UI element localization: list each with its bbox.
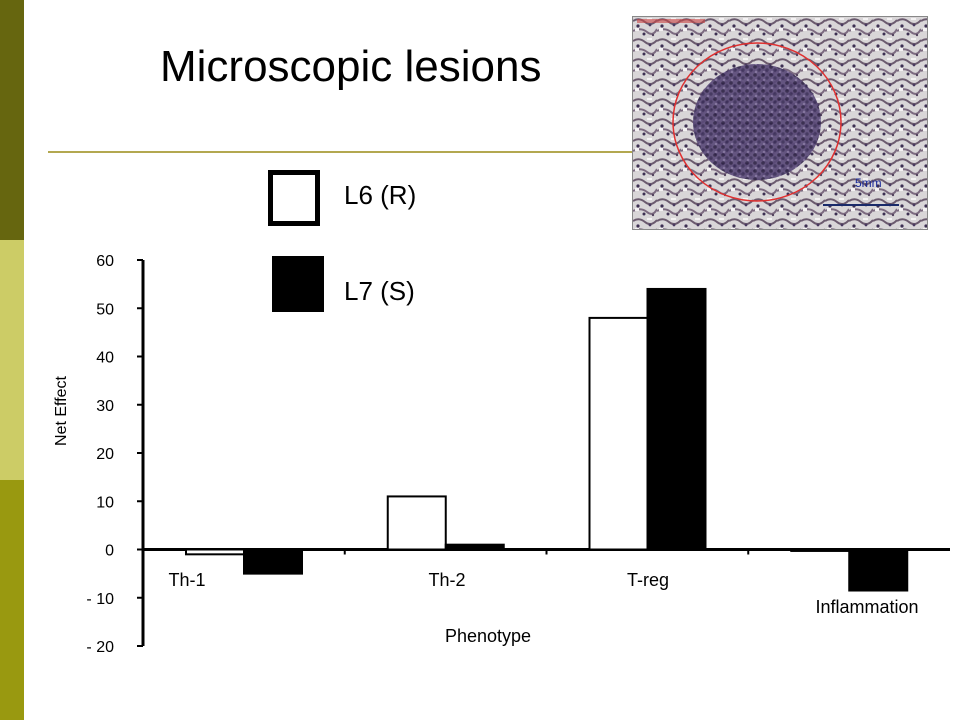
y-tick-label: 60 bbox=[96, 253, 114, 270]
y-tick-label: 50 bbox=[96, 301, 114, 318]
y-axis-title: Net Effect bbox=[53, 375, 70, 446]
bar-l6-th-2 bbox=[386, 495, 447, 551]
y-tick-label: - 10 bbox=[86, 591, 114, 608]
bar-l6-inflammation bbox=[790, 548, 851, 552]
sidebar-accent-top bbox=[0, 0, 24, 240]
x-category-label: Th-2 bbox=[428, 570, 465, 590]
bar-l6-th-1 bbox=[185, 548, 245, 556]
y-tick-label: 30 bbox=[96, 398, 114, 415]
legend-label-l6: L6 (R) bbox=[344, 180, 417, 210]
bar-l7-t-reg bbox=[646, 287, 707, 551]
title-divider bbox=[48, 151, 648, 153]
y-tick-label: - 20 bbox=[86, 639, 114, 656]
microscopy-image: 5mm bbox=[632, 16, 928, 230]
bar-l7-th-2 bbox=[444, 543, 505, 551]
legend-swatch-l7 bbox=[272, 256, 324, 312]
legend-label-l7: L7 (S) bbox=[344, 276, 415, 306]
sidebar-accent-bottom bbox=[0, 480, 24, 720]
x-category-label: Inflammation bbox=[815, 597, 918, 617]
y-tick-label: 20 bbox=[96, 446, 114, 463]
x-category-label: T-reg bbox=[627, 570, 669, 590]
scale-bar-label: 5mm bbox=[855, 176, 882, 190]
bar-l6-t-reg bbox=[588, 316, 649, 551]
x-axis-title: Phenotype bbox=[445, 626, 531, 646]
slide-title: Microscopic lesions bbox=[160, 42, 542, 91]
bar-l7-th-1 bbox=[243, 548, 303, 575]
y-tick-label: 0 bbox=[105, 543, 114, 560]
y-tick-label: 10 bbox=[96, 494, 114, 511]
x-category-label: Th-1 bbox=[168, 570, 205, 590]
y-tick-label: 40 bbox=[96, 350, 114, 367]
sidebar-accent-middle bbox=[0, 240, 24, 480]
bar-l7-inflammation bbox=[848, 548, 909, 592]
legend-swatch-l6 bbox=[268, 170, 320, 226]
